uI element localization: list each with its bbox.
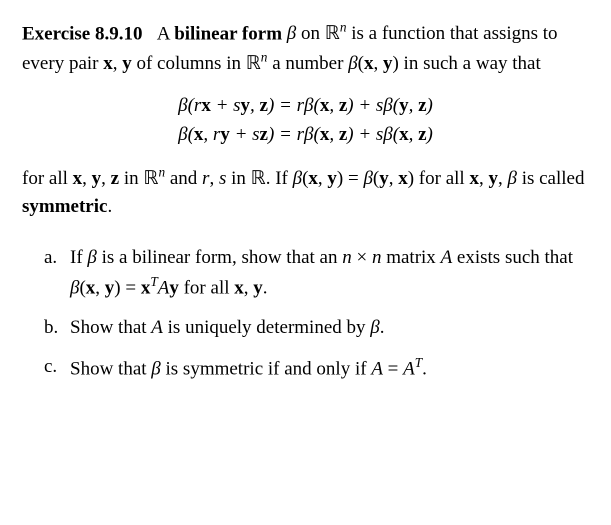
sup-n: n: [340, 20, 347, 35]
part-letter: a.: [44, 244, 70, 301]
part-body: If β is a bilinear form, show that an n …: [70, 244, 589, 301]
exercise-intro: Exercise 8.9.10 A bilinear form β on ℝn …: [22, 18, 589, 78]
sup-n: n: [158, 165, 165, 180]
part-letter: b.: [44, 314, 70, 342]
text: for all x, y, z in ℝn and r, s in ℝ. If …: [22, 168, 584, 189]
text: .: [107, 196, 112, 217]
sup-n: n: [261, 50, 268, 65]
term-bilinear-form: bilinear form: [174, 23, 282, 44]
part-a: a. If β is a bilinear form, show that an…: [44, 244, 589, 301]
part-c: c. Show that β is symmetric if and only …: [44, 353, 589, 383]
text: A: [157, 23, 174, 44]
exercise-post: for all x, y, z in ℝn and r, s in ℝ. If …: [22, 163, 589, 220]
part-letter: c.: [44, 353, 70, 383]
part-body: Show that β is symmetric if and only if …: [70, 353, 589, 383]
part-body: Show that A is uniquely determined by β.: [70, 314, 589, 342]
equation-block: β(rx + sy, z) = rβ(x, z) + sβ(y, z) β(x,…: [22, 92, 589, 149]
term-symmetric: symmetric: [22, 196, 107, 217]
equation-1: β(rx + sy, z) = rβ(x, z) + sβ(y, z): [22, 92, 589, 120]
part-b: b. Show that A is uniquely determined by…: [44, 314, 589, 342]
exercise-label: Exercise 8.9.10: [22, 23, 143, 44]
equation-2: β(x, ry + sz) = rβ(x, z) + sβ(x, z): [22, 121, 589, 149]
